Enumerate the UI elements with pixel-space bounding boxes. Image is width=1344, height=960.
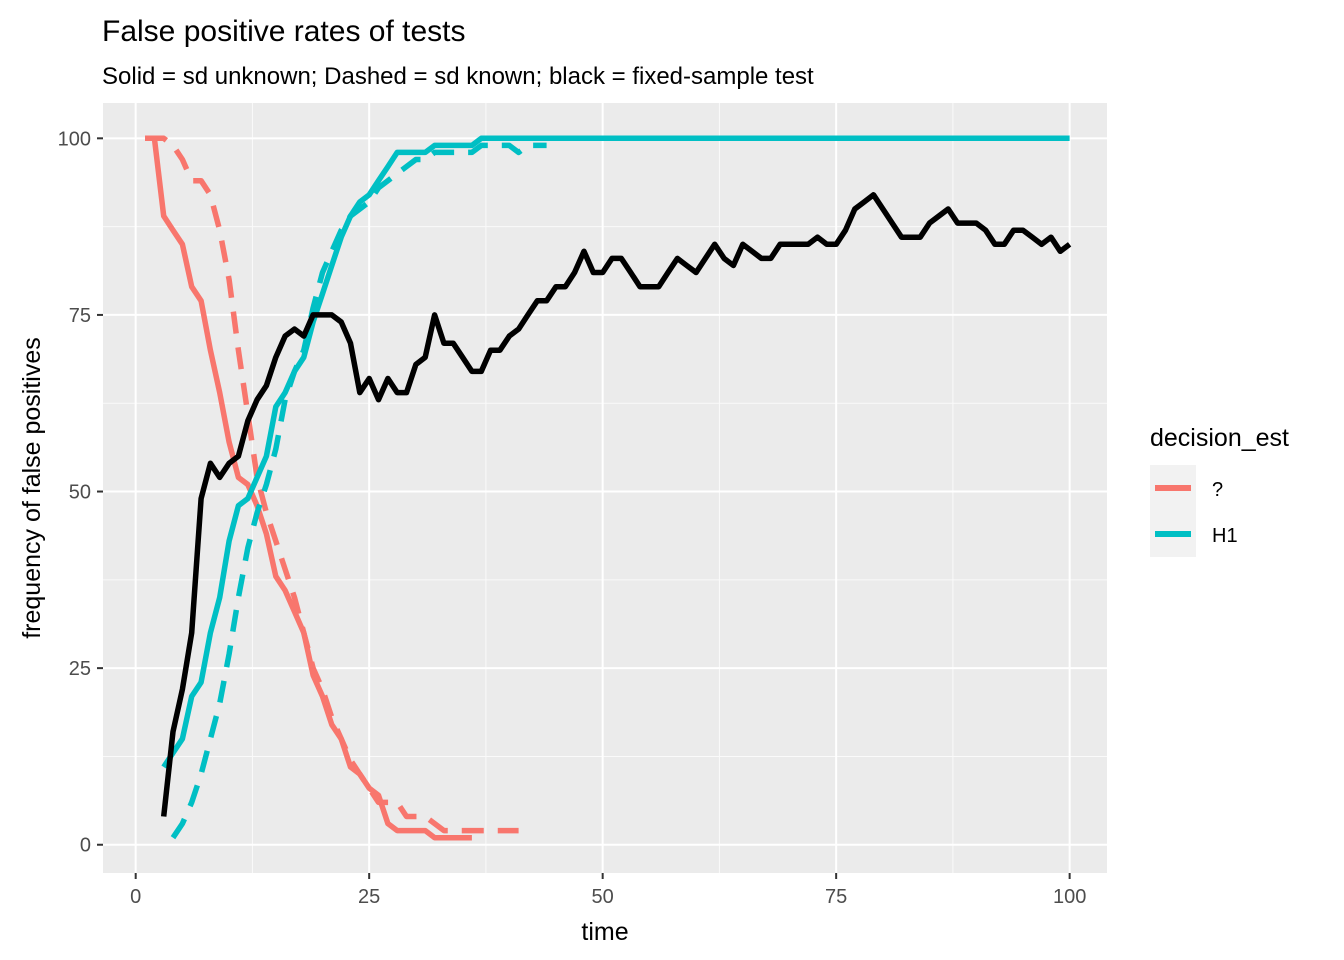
y-tick-label: 50 [69, 482, 91, 504]
legend-label-h1: H1 [1212, 525, 1238, 547]
x-tick-label: 50 [592, 886, 614, 908]
y-tick-label: 25 [69, 658, 91, 680]
series-line-question-solid [151, 137, 472, 841]
y-axis-ticks: 0 25 50 75 100 [58, 128, 103, 857]
series-line-h1-dashed [170, 142, 547, 840]
y-tick-label: 75 [69, 305, 91, 327]
x-tick-label: 0 [130, 886, 141, 908]
x-axis-ticks: 0 25 50 75 100 [130, 873, 1086, 908]
legend-title: decision_est [1150, 424, 1289, 452]
grid-lines [103, 103, 1107, 873]
series-line-fixed-sample-solid [160, 192, 1072, 817]
series-lines [145, 135, 1072, 841]
y-tick-label: 0 [80, 835, 91, 857]
x-tick-label: 100 [1053, 886, 1086, 908]
chart-subtitle: Solid = sd unknown; Dashed = sd known; b… [102, 63, 814, 90]
series-line-h1-solid [161, 135, 1070, 769]
x-tick-label: 25 [358, 886, 380, 908]
series-line-question-dashed [145, 135, 519, 834]
legend: decision_est ? H1 [1150, 424, 1289, 557]
x-axis-title: time [581, 918, 628, 946]
plot-panel [103, 103, 1107, 873]
y-axis-title: frequency of false positives [18, 337, 46, 639]
chart-title: False positive rates of tests [102, 15, 466, 48]
y-tick-label: 100 [58, 128, 91, 150]
legend-label-question: ? [1212, 479, 1223, 501]
x-tick-label: 75 [825, 886, 847, 908]
